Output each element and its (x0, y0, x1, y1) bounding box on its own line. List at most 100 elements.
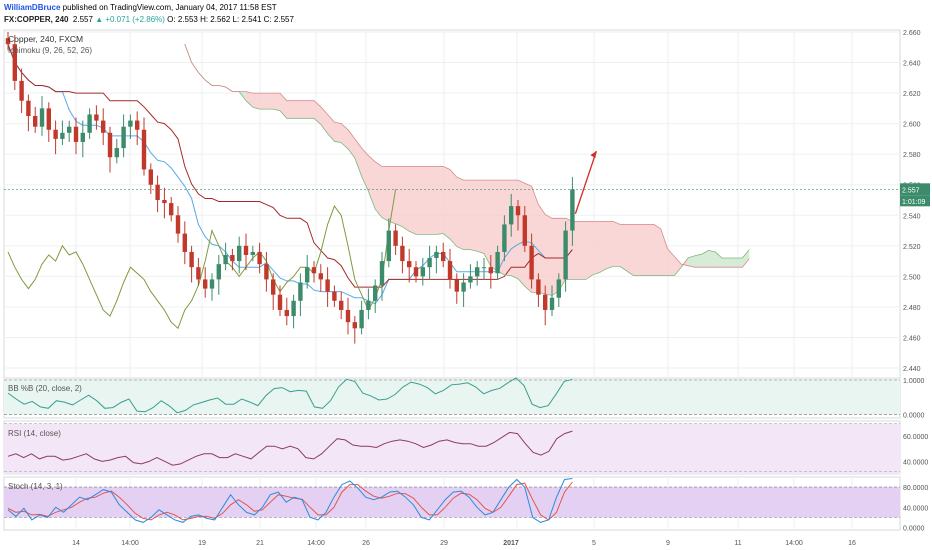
rsi-line (7, 430, 573, 466)
candle-body (400, 245, 405, 262)
price-change: ▲ +0.071 (+2.86%) (95, 15, 165, 24)
candle-body (475, 267, 480, 277)
candle-body (87, 114, 92, 133)
price-axis: 2.6602.6402.6202.6002.5802.5602.5402.520… (900, 30, 930, 532)
chart-header: WilliamDBruce published on TradingView.c… (0, 0, 932, 28)
candle-body (223, 254, 228, 265)
candle-body (33, 116, 38, 127)
candle-body (366, 300, 371, 310)
candle-body (332, 291, 337, 301)
last-price-badge (900, 183, 930, 196)
candle-body (468, 276, 473, 283)
time-tick: 5 (592, 540, 596, 547)
indicator-panes (4, 377, 900, 523)
candle-body (101, 120, 106, 133)
candle-body (291, 300, 296, 317)
candle-body (162, 200, 167, 204)
senkou-span-b (184, 44, 750, 268)
candle-body (243, 245, 249, 255)
candle-body (441, 251, 446, 262)
author-link[interactable]: WilliamDBruce (4, 3, 61, 12)
candle-body (305, 267, 310, 283)
price-tick: 2.640 (903, 61, 921, 68)
candle-body (196, 267, 201, 280)
candle-body (209, 279, 215, 289)
ichimoku-legend: Ichimoku (9, 26, 52, 26) (8, 46, 92, 55)
stoch-k-line (7, 478, 573, 523)
candle-body (19, 80, 24, 101)
rsi-band (4, 423, 900, 474)
price-tick: 2.460 (903, 335, 921, 342)
rsi-tick: 40.0000 (903, 459, 928, 466)
candle-body (447, 261, 453, 280)
candle-body (169, 203, 174, 216)
candle-body (203, 279, 208, 289)
candle-body (481, 267, 487, 269)
candle-body (393, 230, 398, 246)
candle-body (155, 184, 160, 200)
candle-body (339, 300, 344, 310)
candle-body (407, 261, 412, 268)
candle-body (318, 273, 323, 280)
candle-body (495, 251, 500, 274)
candle-body (454, 279, 459, 292)
rsi-legend: RSI (14, close) (8, 429, 61, 438)
price-tick: 2.480 (903, 305, 921, 312)
candle-body (488, 267, 493, 274)
candle-body (114, 148, 119, 158)
candle-body (148, 169, 153, 185)
chikou-line (7, 189, 397, 330)
time-tick: 14:00 (785, 540, 803, 547)
candle-body (345, 309, 351, 323)
candle-body (502, 224, 507, 252)
chart-title: Copper, 240, FXCM (8, 34, 83, 44)
publish-info: published on TradingView.com, January 04… (62, 3, 277, 12)
time-tick: 14:00 (307, 540, 325, 547)
candle-body (67, 126, 72, 133)
price-tick: 2.580 (903, 152, 921, 159)
time-tick: 16 (848, 540, 856, 547)
candle-body (250, 251, 255, 255)
price-tick: 2.440 (903, 366, 921, 373)
candle-body (237, 245, 242, 262)
candlestick-series (5, 32, 575, 344)
candle-body (543, 294, 548, 310)
candle-body (182, 233, 187, 252)
candle-body (107, 132, 113, 158)
candle-body (216, 264, 221, 280)
last-price: 2.557 (72, 15, 93, 24)
symbol-label: FX:COPPER, 240 (4, 15, 69, 24)
rsi-tick: 60.0000 (903, 434, 928, 441)
candle-body (529, 245, 534, 280)
tenkan-line (7, 44, 573, 305)
candle-body (325, 279, 330, 292)
time-axis: 14 14:00 19 21 14:00 26 29 2017 5 9 11 14:00 16 (72, 540, 856, 547)
time-tick: 9 (666, 540, 670, 547)
bb-percent-line (7, 377, 573, 414)
forecast-arrow (574, 150, 598, 214)
candle-body (549, 297, 555, 310)
candle-body (311, 267, 317, 274)
time-tick: 14:00 (121, 540, 139, 547)
senkou-span-a (184, 44, 750, 296)
stoch-tick: 40.0000 (903, 505, 928, 512)
ohlc-values: O: 2.553 H: 2.562 L: 2.541 C: 2.557 (167, 15, 294, 24)
bb-tick: 1.0000 (903, 378, 925, 385)
stoch-d-line (7, 481, 573, 521)
candle-body (271, 279, 276, 295)
candle-body (563, 230, 568, 280)
candle-body (379, 261, 385, 286)
time-tick: 19 (198, 540, 206, 547)
candle-body (570, 189, 575, 231)
candle-body (94, 114, 99, 121)
price-tick: 2.520 (903, 244, 921, 251)
candle-body (509, 206, 514, 225)
time-tick: 26 (362, 540, 370, 547)
forecast-arrowhead (590, 151, 597, 159)
candle-body (461, 282, 466, 292)
bb-legend: BB %B (20, close, 2) (8, 384, 82, 393)
candle-body (53, 129, 58, 139)
time-tick: 11 (734, 540, 741, 547)
time-tick: 14 (72, 540, 80, 547)
